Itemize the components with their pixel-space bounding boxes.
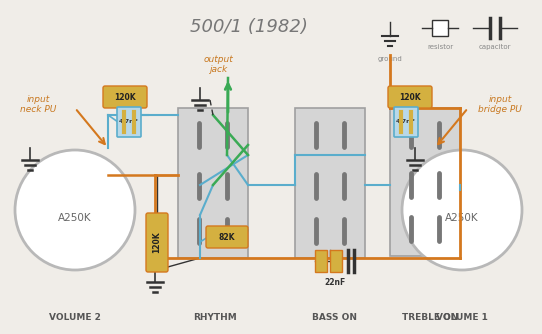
Text: VOLUME 2: VOLUME 2 xyxy=(49,313,101,322)
Text: capacitor: capacitor xyxy=(479,44,511,50)
FancyBboxPatch shape xyxy=(103,86,147,108)
Text: 4,7nF: 4,7nF xyxy=(396,120,416,125)
Text: 120K: 120K xyxy=(114,93,136,102)
Bar xyxy=(295,108,365,258)
Text: input
neck PU: input neck PU xyxy=(20,95,56,115)
Text: resistor: resistor xyxy=(427,44,453,50)
FancyBboxPatch shape xyxy=(206,226,248,248)
Text: input
bridge PU: input bridge PU xyxy=(478,95,522,115)
Circle shape xyxy=(15,150,135,270)
Text: RHYTHM: RHYTHM xyxy=(193,313,237,322)
Bar xyxy=(432,20,448,36)
Text: A250K: A250K xyxy=(445,213,479,223)
Text: 82K: 82K xyxy=(219,232,235,241)
Text: 4,7nF: 4,7nF xyxy=(119,120,139,125)
Text: ground: ground xyxy=(378,56,402,62)
Text: 22nF: 22nF xyxy=(324,278,346,287)
Bar xyxy=(390,108,460,256)
Circle shape xyxy=(402,150,522,270)
Bar xyxy=(178,108,248,258)
FancyBboxPatch shape xyxy=(394,107,418,137)
FancyBboxPatch shape xyxy=(146,213,168,272)
Text: A250K: A250K xyxy=(58,213,92,223)
Bar xyxy=(330,250,342,272)
FancyBboxPatch shape xyxy=(117,107,141,137)
Text: 500/1 (1982): 500/1 (1982) xyxy=(190,18,308,36)
Text: 120K: 120K xyxy=(152,232,162,253)
Text: 120K: 120K xyxy=(399,93,421,102)
Text: VOLUME 1: VOLUME 1 xyxy=(436,313,488,322)
Text: TREBLE ON: TREBLE ON xyxy=(402,313,458,322)
Text: BASS ON: BASS ON xyxy=(313,313,358,322)
FancyBboxPatch shape xyxy=(388,86,432,108)
Bar xyxy=(315,250,327,272)
Text: output
jack: output jack xyxy=(203,55,233,74)
